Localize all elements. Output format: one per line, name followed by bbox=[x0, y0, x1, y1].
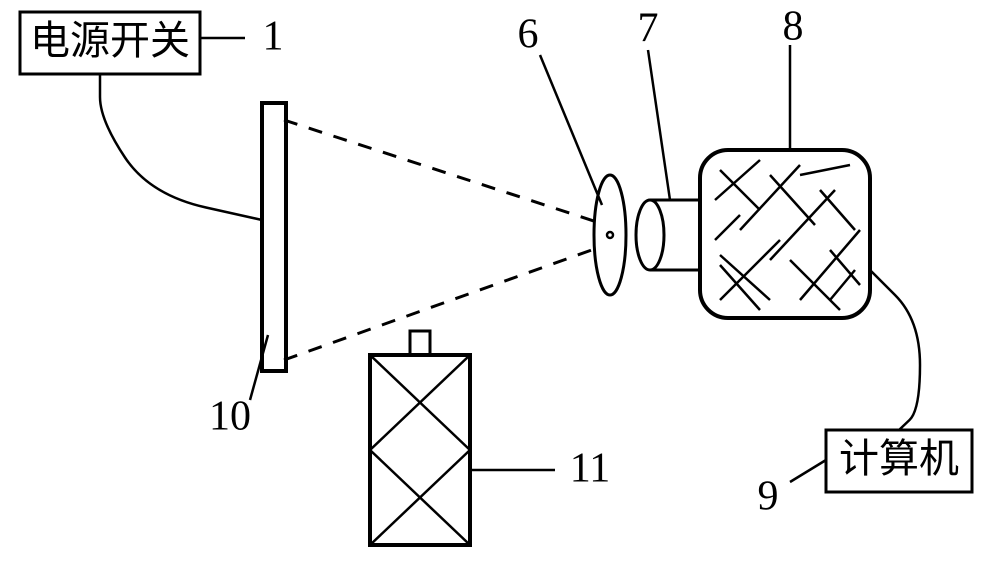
wire-camera-to-computer bbox=[870, 270, 920, 430]
label-10: 10 bbox=[209, 394, 251, 440]
computer-label: 计算机 bbox=[839, 436, 959, 481]
spray-bottle-11 bbox=[370, 331, 470, 545]
label-1: 1 bbox=[263, 14, 284, 60]
label-6: 6 bbox=[518, 12, 539, 58]
computer-box: 计算机 bbox=[826, 430, 972, 492]
ray-bottom bbox=[284, 247, 600, 360]
leader-n9 bbox=[790, 460, 826, 482]
leader-n7 bbox=[648, 50, 670, 200]
label-9: 9 bbox=[758, 474, 779, 520]
power-switch-box: 电源开关 bbox=[20, 12, 200, 74]
label-11: 11 bbox=[570, 446, 610, 492]
camera-8 bbox=[700, 150, 870, 318]
barrel-7 bbox=[636, 200, 700, 270]
wire-power-to-panel bbox=[100, 74, 262, 220]
panel-10 bbox=[262, 103, 286, 371]
leader-n6 bbox=[540, 55, 602, 205]
power-switch-label: 电源开关 bbox=[30, 18, 190, 63]
label-8: 8 bbox=[783, 4, 804, 50]
lens-6 bbox=[594, 175, 626, 295]
ray-top bbox=[284, 120, 600, 223]
label-7: 7 bbox=[638, 6, 659, 52]
